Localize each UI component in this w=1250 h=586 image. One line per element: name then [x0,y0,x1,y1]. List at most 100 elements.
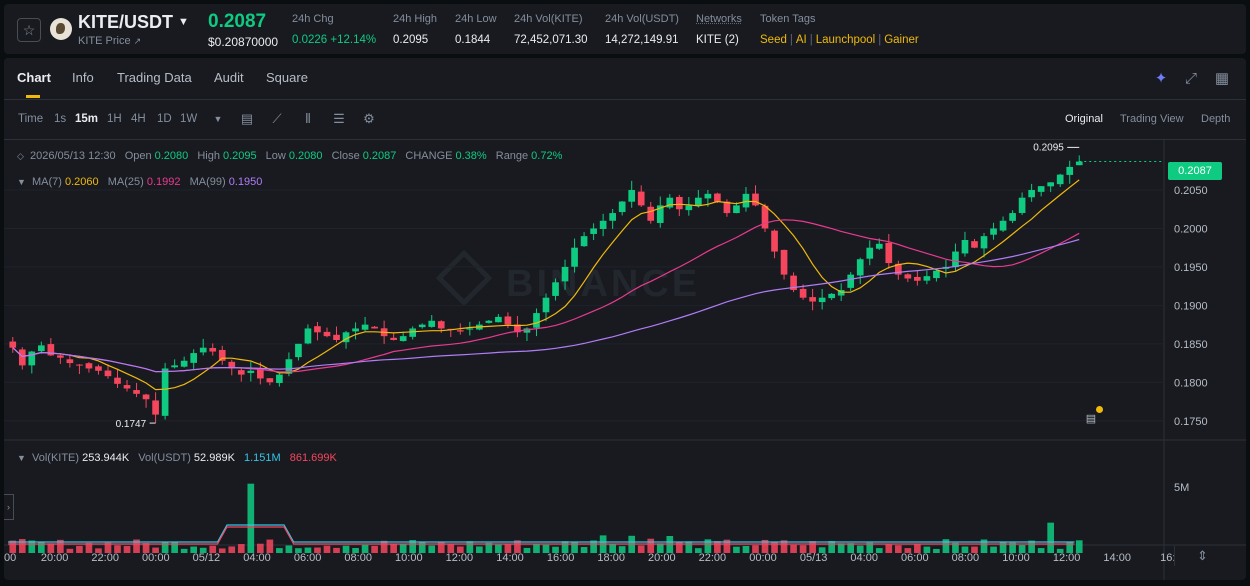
ma99-label: MA(99) [189,176,226,188]
ma-readout: ▼ MA(7) 0.2060 MA(25) 0.1992 MA(99) 0.19… [17,176,262,188]
stat-networks[interactable]: Networks KITE (2) [696,13,742,46]
vol-collapse-icon[interactable]: ▼ [17,453,26,463]
volume-bar [323,545,331,553]
stat-label: Networks [696,13,742,25]
tab-square[interactable]: Square [266,70,308,85]
expand-sidebar-chevron-icon[interactable]: › [4,494,14,520]
token-tag[interactable]: Gainer [884,34,919,46]
timeframe-1h[interactable]: 1H [107,113,122,125]
stat-label: 24h Low [455,13,497,25]
volume-bar [818,547,826,553]
candle-body [371,326,378,329]
last-price-usd: $0.20870000 [208,35,279,49]
candle-body [1056,174,1064,185]
candle-body [47,344,55,356]
volume-bar [466,541,474,553]
candle-body [276,374,283,383]
candle-body [799,288,807,298]
ma-collapse-icon[interactable]: ▼ [17,177,26,187]
calendar-icon[interactable]: ▤ [240,111,254,126]
candle-body [723,201,731,214]
price-alert-icon[interactable]: ▤ [1085,406,1103,425]
volume-bar [171,541,178,553]
volume-bar [218,548,226,553]
ai-sparkle-icon[interactable]: ✦ [1154,70,1168,87]
volume-bar [57,539,64,553]
settings-list-icon[interactable]: ☰ [333,111,345,126]
token-tag[interactable]: Seed [760,34,787,46]
candle-type-icon[interactable]: ⫴ [305,111,311,126]
volume-bar [847,543,855,553]
ohlc-readout: ◇ 2026/05/13 12:30 Open 0.2080 High 0.2095… [17,150,568,162]
candle-body [599,220,607,229]
volume-bar [295,548,302,553]
view-trading-view[interactable]: Trading View [1120,113,1184,125]
volume-bar [47,543,55,553]
fit-scale-icon[interactable]: ⇕ [1174,546,1230,566]
candle-body [133,390,140,394]
favorite-star-icon[interactable]: ☆ [17,18,41,42]
expand-icon[interactable]: ⤢ [1184,70,1197,87]
high-value: 0.2095 [222,150,257,162]
timeframe-4h[interactable]: 4H [131,113,146,125]
gear-icon[interactable]: ⚙ [363,111,375,126]
volume-bar [495,544,502,553]
volume-bar [933,548,940,553]
volume-bar [161,542,169,553]
tab-info[interactable]: Info [72,70,94,85]
more-timeframes-chevron-icon[interactable]: ▼ [213,114,223,124]
volume-bar [561,541,569,553]
candle-body [685,205,693,211]
volume-bar [571,542,578,553]
volume-bar [809,541,816,553]
token-tags: Token Tags Seed | AI | Launchpool | Gainer [760,13,919,46]
x-tick-label: 20:00 [648,552,676,564]
x-tick-label: 10:00 [395,552,423,564]
tab-audit[interactable]: Audit [214,70,244,85]
candle-body [361,324,369,330]
volume-bar [656,543,664,553]
timeframe-15m[interactable]: 15m [75,113,99,125]
token-tag[interactable]: Launchpool [815,34,876,46]
candle-body [342,332,350,343]
ohlc-collapse-icon[interactable]: ◇ [17,151,24,161]
layout-grid-icon[interactable]: ▦ [1214,70,1230,87]
candle-body [647,206,655,221]
volume-bar [971,546,978,553]
timeframe-1w[interactable]: 1W [180,113,198,125]
timeframe-time[interactable]: Time [18,113,44,125]
tab-trading-data[interactable]: Trading Data [117,70,192,85]
range-label: Range [495,150,529,162]
y-tick-label: 0.1850 [1174,339,1208,351]
tab-chart[interactable]: Chart [17,70,51,98]
candle-body [485,320,493,323]
kite-price-link[interactable]: KITE Price ↗ [78,35,141,47]
stat-value: 0.0226 +12.14% [292,34,377,46]
candle-body [571,247,578,267]
timeframe-1d[interactable]: 1D [157,113,172,125]
volume-bar [1075,540,1083,553]
open-label: Open [124,150,152,162]
candle-body [980,236,988,249]
vol-ma2-value: 861.699K [289,452,337,464]
candle-body [628,190,636,202]
timeframe-1s[interactable]: 1s [54,113,67,125]
candlestick-chart[interactable]: 0.2050 0.2000 0.1950 0.1900 0.1850 0.1800 0.17… [4,140,1246,580]
volume-ma2-line [8,526,1075,545]
volume-bar [523,547,531,553]
market-header: ☆ KITE/USDT ▼ KITE Price ↗ 0.2087 $0.2087… [4,4,1246,54]
pair-selector[interactable]: KITE/USDT ▼ [78,12,189,33]
token-tag[interactable]: AI [795,34,807,46]
y-tick-label: 0.1950 [1174,262,1208,274]
view-original[interactable]: Original [1065,113,1103,125]
indicator-icon[interactable]: ⟋ [272,111,282,126]
candle-body [761,205,769,229]
view-depth[interactable]: Depth [1201,113,1231,125]
candle-body [180,360,188,367]
kite-token-logo [50,18,72,40]
volume-bar [361,544,369,553]
volume-bar [152,547,159,553]
candle-body [828,293,835,299]
candle-body [218,349,226,361]
volume-bar [437,541,445,553]
